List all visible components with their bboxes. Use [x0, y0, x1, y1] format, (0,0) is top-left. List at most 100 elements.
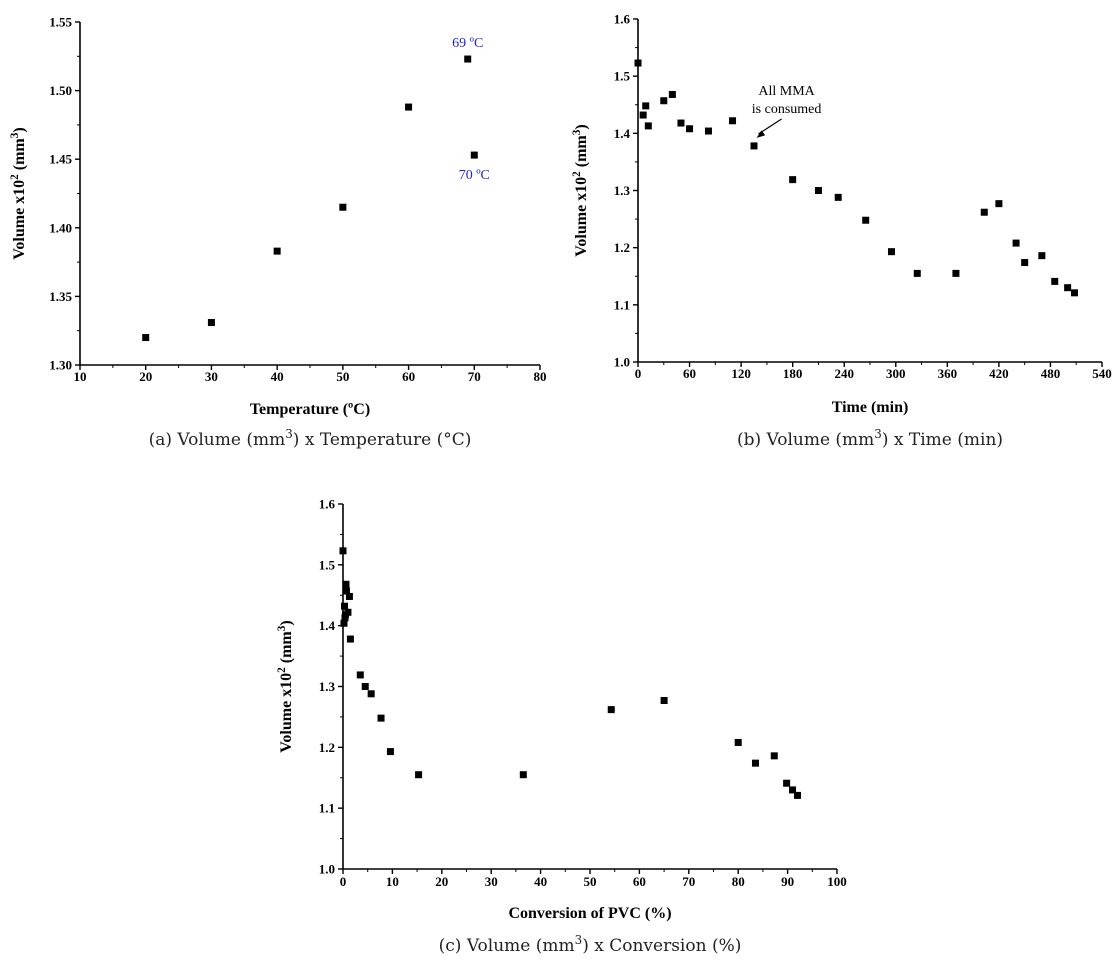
data-point	[386, 748, 394, 756]
y-axis-title: Volume x102 (mm3)	[571, 124, 590, 256]
y-tick-label: 1.30	[49, 358, 72, 373]
data-point	[1012, 239, 1020, 247]
data-point	[340, 619, 348, 627]
y-tick-label: 1.3	[614, 183, 631, 198]
x-axis-title: Temperature (ºC)	[250, 401, 370, 418]
data-point	[862, 216, 870, 224]
x-tick-label: 30	[205, 369, 218, 384]
data-point	[793, 791, 801, 799]
data-point	[660, 696, 668, 704]
x-tick-label: 80	[534, 369, 547, 384]
data-point	[339, 203, 347, 211]
x-tick-label: 40	[534, 874, 547, 889]
data-point	[415, 771, 423, 779]
data-point	[339, 547, 347, 555]
data-point	[734, 738, 742, 746]
annotation-arrow-head	[756, 130, 766, 138]
y-tick-label: 1.40	[49, 220, 72, 235]
chart-a: 10 20 30 40 50 60 70 80 1.30 1.35 1.40 1.45 1.50 1.55…	[9, 15, 547, 451]
chart-caption: (c) Volume (mm3) x Conversion (%)	[439, 933, 742, 956]
y-tick-label: 1.6	[319, 497, 336, 512]
x-tick-label: 60	[683, 366, 696, 381]
data-point	[1038, 252, 1046, 260]
chart-c: 0 10 20 30 40 50 60 70 80 90 100 1.0 1.1 1.2 1.3 1.4 1.5…	[276, 497, 847, 957]
data-point	[677, 119, 685, 127]
x-tick-label: 420	[989, 366, 1009, 381]
x-tick-label: 60	[402, 369, 415, 384]
data-point	[345, 592, 353, 600]
data-point	[770, 752, 778, 760]
data-point	[405, 103, 413, 111]
data-point	[704, 127, 712, 135]
data-point	[750, 142, 758, 150]
x-tick-label: 180	[783, 366, 803, 381]
y-tick-label: 1.55	[49, 15, 72, 30]
x-tick-label: 540	[1092, 366, 1112, 381]
chart-caption: (a) Volume (mm3) x Temperature (°C)	[149, 427, 472, 450]
annotation-label: All MMA	[758, 84, 815, 99]
data-point	[341, 611, 349, 619]
y-tick-label: 1.35	[49, 289, 72, 304]
data-point	[729, 117, 737, 125]
data-point	[952, 269, 960, 277]
x-tick-label: 30	[485, 874, 498, 889]
y-tick-label: 1.4	[319, 618, 336, 633]
y-tick-label: 1.5	[614, 69, 631, 84]
x-tick-label: 60	[633, 874, 646, 889]
data-point	[783, 779, 791, 787]
annotation-arrow-line	[758, 118, 782, 135]
x-tick-label: 480	[1041, 366, 1061, 381]
data-point	[660, 97, 668, 105]
data-point	[464, 55, 472, 63]
data-point	[995, 200, 1003, 208]
annotation-label: 70 ºC	[459, 168, 490, 183]
x-tick-label: 240	[834, 366, 854, 381]
y-tick-label: 1.1	[319, 801, 335, 816]
x-tick-label: 50	[584, 874, 597, 889]
x-tick-label: 0	[340, 874, 347, 889]
y-tick-label: 1.6	[614, 12, 631, 27]
x-tick-label: 120	[731, 366, 751, 381]
y-axis-title: Volume x102 (mm3)	[276, 620, 295, 752]
data-point	[367, 690, 375, 698]
x-tick-label: 0	[635, 366, 642, 381]
data-point	[834, 193, 842, 201]
data-point	[751, 759, 759, 767]
data-point	[686, 125, 694, 133]
data-point	[519, 771, 527, 779]
data-point	[340, 602, 348, 610]
data-point	[377, 714, 385, 722]
data-point	[273, 247, 281, 255]
data-point	[668, 90, 676, 98]
data-point	[980, 208, 988, 216]
y-tick-label: 1.50	[49, 83, 72, 98]
x-tick-label: 70	[682, 874, 695, 889]
data-point	[1071, 289, 1079, 297]
data-point	[639, 111, 647, 119]
y-tick-label: 1.1	[614, 297, 630, 312]
x-tick-label: 10	[386, 874, 399, 889]
y-tick-label: 1.4	[614, 126, 631, 141]
y-tick-label: 1.3	[319, 679, 336, 694]
y-tick-label: 1.0	[319, 862, 335, 877]
data-point	[642, 102, 650, 110]
data-point	[470, 151, 478, 159]
x-axis-title: Time (min)	[832, 399, 909, 416]
annotation-label: is consumed	[752, 102, 822, 117]
x-tick-label: 70	[468, 369, 481, 384]
y-tick-label: 1.45	[49, 152, 72, 167]
data-point	[207, 318, 215, 326]
data-point	[342, 587, 350, 595]
x-tick-label: 360	[938, 366, 958, 381]
x-tick-label: 40	[271, 369, 284, 384]
y-tick-label: 1.2	[614, 240, 630, 255]
x-tick-label: 10	[74, 369, 87, 384]
x-tick-label: 80	[732, 874, 745, 889]
chart-b: 0 60 120 180 240 300 360 420 480 540 1.0 1.1 1.2 1.3 1…	[571, 12, 1112, 451]
data-point	[142, 334, 150, 342]
data-point	[634, 59, 642, 67]
x-tick-label: 90	[781, 874, 794, 889]
data-point	[644, 122, 652, 130]
chart-caption: (b) Volume (mm3) x Time (min)	[737, 427, 1003, 450]
